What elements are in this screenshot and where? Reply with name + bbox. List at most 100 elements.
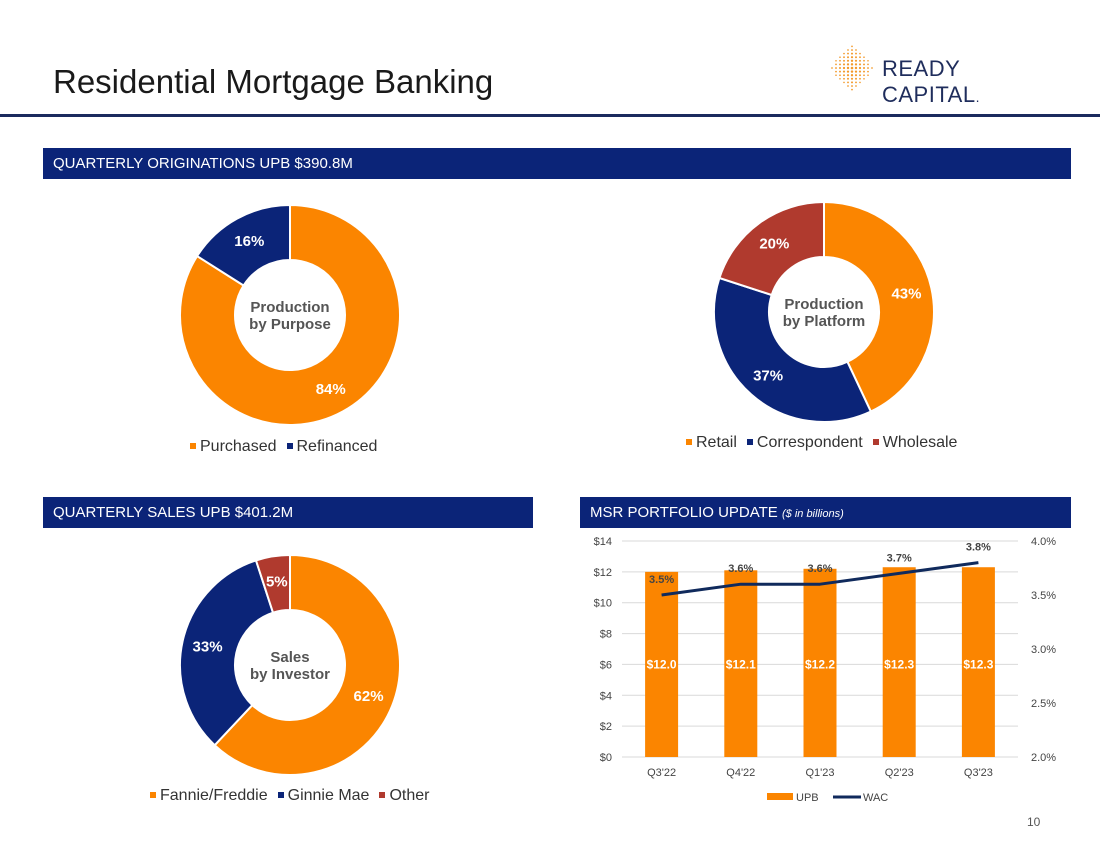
x-tick-label: Q1'23 <box>805 767 834 779</box>
y-tick-label: $10 <box>594 598 612 610</box>
logo-dot <box>854 63 858 66</box>
logo-dot <box>843 52 845 55</box>
wac-data-label: 3.8% <box>966 542 991 554</box>
logo-dot <box>847 85 849 87</box>
legend-swatch-upb <box>767 793 793 800</box>
purpose-slice-refinanced <box>195 203 291 287</box>
logo-dot <box>835 63 837 66</box>
logo-dot <box>851 49 853 51</box>
msr-section-title: MSR PORTFOLIO UPDATE <box>590 504 778 521</box>
x-tick-label: Q4'22 <box>726 767 755 779</box>
legend-label: Purchased <box>200 438 277 455</box>
legend-swatch <box>746 438 753 445</box>
logo-dot <box>851 85 853 87</box>
logo-dot <box>859 81 861 84</box>
logo-dot <box>867 67 869 69</box>
logo-dot <box>855 49 857 51</box>
legend-label: Wholesale <box>882 434 958 451</box>
purpose-legend: Purchased Refinanced <box>190 438 387 456</box>
logo-dot <box>862 66 866 70</box>
purpose-center-label: by Purpose <box>249 316 331 333</box>
logo-dot <box>850 59 854 62</box>
logo-dot <box>846 74 850 77</box>
legend-swatch <box>286 442 293 449</box>
investor-slice-ginnie-mae <box>179 559 275 747</box>
upb-data-label: $12.3 <box>963 657 993 671</box>
legend-swatch <box>277 791 284 798</box>
logo-dot <box>867 70 869 73</box>
logo-dot <box>863 77 865 80</box>
purpose-center-label: Production <box>250 299 329 316</box>
logo-dot <box>850 52 854 55</box>
legend-swatch <box>872 438 879 445</box>
platform-legend: Retail Correspondent Wholesale <box>686 434 967 452</box>
logo-dot <box>850 66 854 70</box>
logo-text: READY CAPITAL. <box>882 56 980 107</box>
logo-dot <box>863 63 865 66</box>
logo-dot <box>855 77 857 80</box>
logo-dot <box>859 56 861 59</box>
legend-label: Correspondent <box>756 434 863 451</box>
logo-dot <box>847 81 849 84</box>
logo-dot <box>846 63 850 66</box>
upb-bar <box>724 570 758 757</box>
logo-dot <box>851 45 853 48</box>
upb-data-label: $12.1 <box>726 657 756 671</box>
logo-dot <box>863 70 865 73</box>
y-tick-label: $12 <box>594 567 612 579</box>
investor-label-ginnie-mae: 33% <box>193 639 223 656</box>
originations-section-title: QUARTERLY ORIGINATIONS UPB $390.8M <box>53 155 353 172</box>
logo-dot <box>838 66 842 70</box>
legend-label: Retail <box>696 434 737 451</box>
logo-dot <box>846 59 850 62</box>
legend-label: Fannie/Freddie <box>160 787 268 804</box>
x-tick-label: Q3'22 <box>647 767 676 779</box>
investor-legend-ginnie-mae: Ginnie Mae <box>277 787 370 804</box>
logo-dot <box>835 60 837 62</box>
logo-dot <box>839 63 841 66</box>
investor-label-other: 5% <box>266 574 288 591</box>
logo-dot <box>850 56 854 59</box>
logo-dot <box>847 56 849 59</box>
legend-label-wac: WAC <box>863 792 888 804</box>
investor-legend-fannie-freddie: Fannie/Freddie <box>150 787 268 804</box>
investor-legend: Fannie/Freddie Ginnie Mae Other <box>150 787 439 805</box>
logo-dot <box>863 74 865 77</box>
logo-dot <box>839 59 841 62</box>
sales-section-bar: QUARTERLY SALES UPB $401.2M <box>43 497 533 528</box>
msr-bar-line-chart: $0 $2 $4 $6 $8 $10 $12 $14 2.0% 2.5% 3.0% 3.5% 4.0% $… <box>594 536 1057 804</box>
logo-dot <box>850 74 854 77</box>
logo-dot <box>843 56 845 59</box>
platform-label-wholesale: 20% <box>759 236 789 253</box>
msr-section-subtitle: ($ in billions) <box>781 508 844 520</box>
logo-dot <box>847 77 849 80</box>
logo-dot <box>867 74 869 76</box>
logo-dot <box>871 67 873 69</box>
wac-data-label: 3.7% <box>887 552 912 564</box>
logo-dot <box>859 74 861 77</box>
logo-dot <box>854 59 858 62</box>
logo-dot <box>854 74 858 77</box>
logo-dot <box>850 77 854 80</box>
logo-dot <box>855 56 857 59</box>
platform-label-retail: 43% <box>891 286 921 303</box>
upb-data-label: $12.2 <box>805 657 835 671</box>
y2-tick-label: 3.0% <box>1031 644 1056 656</box>
logo-dot <box>835 70 837 73</box>
logo-dot <box>839 77 841 80</box>
logo-dot <box>855 52 857 55</box>
legend-swatch <box>190 442 196 449</box>
logo-dot <box>839 56 841 59</box>
legend-label: Refinanced <box>296 438 378 455</box>
logo-dot <box>858 63 862 66</box>
platform-legend-retail: Retail <box>686 434 737 451</box>
upb-bar <box>803 568 837 757</box>
wac-data-label: 3.6% <box>807 563 832 575</box>
purpose-label-refinanced: 16% <box>234 233 264 250</box>
logo-dot <box>847 52 849 55</box>
legend-label-upb: UPB <box>796 792 819 804</box>
legend-swatch <box>379 791 386 798</box>
legend-label: Ginnie Mae <box>287 787 370 804</box>
